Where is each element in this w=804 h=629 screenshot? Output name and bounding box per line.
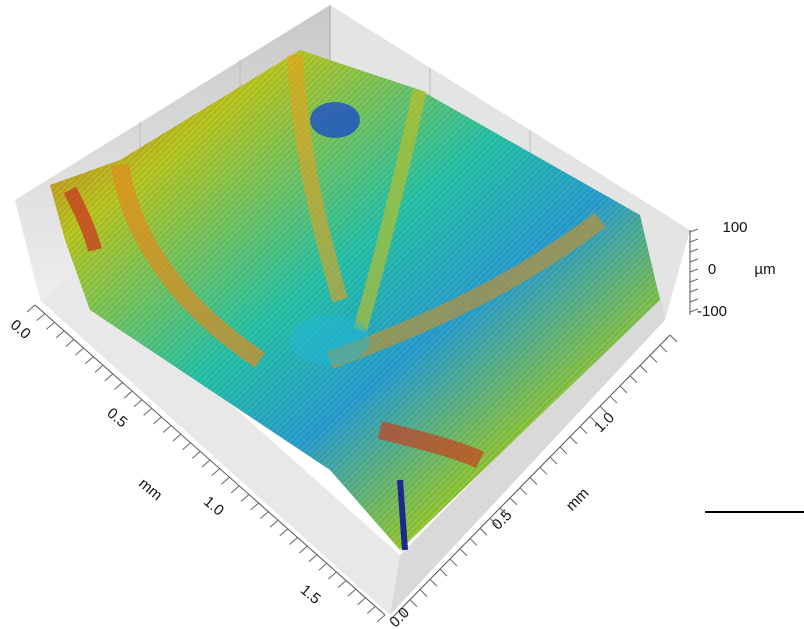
tick-mark xyxy=(65,339,75,347)
tick-mark xyxy=(689,258,699,263)
tick-mark xyxy=(459,548,468,557)
tick-mark xyxy=(318,562,327,571)
x-tick-label: 1.5 xyxy=(297,581,324,607)
tick-mark xyxy=(439,568,448,577)
tick-mark xyxy=(689,298,699,303)
ridge xyxy=(377,421,485,469)
tick-mark xyxy=(499,507,508,516)
x-tick-label: 0.0 xyxy=(7,316,34,342)
tick-mark xyxy=(328,571,337,580)
x-tick-label: 0.5 xyxy=(104,405,131,431)
tick-mark xyxy=(162,425,172,433)
tick-mark xyxy=(449,558,458,567)
tick-mark xyxy=(689,278,699,283)
tick-mark xyxy=(469,538,478,546)
tick-mark xyxy=(36,313,46,321)
tick-mark xyxy=(689,228,699,233)
tick-mark xyxy=(366,606,376,614)
tick-mark xyxy=(599,405,608,414)
tick-mark xyxy=(55,330,65,339)
tick-mark xyxy=(569,436,578,445)
tick-mark xyxy=(549,456,558,465)
tick-mark xyxy=(639,365,648,373)
tick-mark xyxy=(399,609,408,618)
tick-mark xyxy=(629,375,638,384)
tick-mark xyxy=(689,238,699,243)
tick-mark xyxy=(298,545,308,554)
z-tick-label: 0 xyxy=(708,261,716,278)
z-axis-unit: µm xyxy=(754,261,775,278)
tick-mark xyxy=(85,356,94,365)
valley xyxy=(310,102,360,138)
tick-mark xyxy=(589,416,598,424)
ridge xyxy=(353,88,427,332)
tick-mark xyxy=(289,537,298,545)
tick-mark xyxy=(250,502,259,511)
tick-mark xyxy=(240,494,250,502)
tick-mark xyxy=(308,554,318,563)
tick-mark xyxy=(94,364,104,373)
tick-mark xyxy=(376,614,386,623)
tick-mark xyxy=(419,589,428,597)
x-axis-unit: mm xyxy=(135,475,165,504)
tick-mark xyxy=(689,288,699,293)
tick-mark xyxy=(172,433,182,442)
ridge xyxy=(63,186,102,252)
tick-mark xyxy=(211,468,221,476)
tick-mark xyxy=(389,619,398,628)
tick-mark xyxy=(123,390,133,399)
tick-mark xyxy=(649,355,658,363)
tick-mark xyxy=(357,597,366,606)
tick-mark xyxy=(539,466,548,475)
tick-mark xyxy=(669,334,678,343)
ridge xyxy=(287,54,348,303)
tick-mark xyxy=(559,446,568,455)
tick-mark xyxy=(153,416,162,425)
tick-mark xyxy=(429,578,438,587)
z-tick-label: -100 xyxy=(697,303,727,320)
tick-mark xyxy=(689,308,699,313)
tick-mark xyxy=(479,528,488,536)
tick-mark xyxy=(489,517,498,526)
tick-mark xyxy=(347,588,357,597)
tick-mark xyxy=(75,347,84,356)
tick-mark xyxy=(133,399,143,408)
tick-mark xyxy=(104,373,114,382)
tick-mark xyxy=(619,385,628,394)
tick-mark xyxy=(337,580,347,588)
x-tick-label: 1.0 xyxy=(200,493,227,519)
tick-mark xyxy=(689,268,699,273)
tick-mark xyxy=(260,511,269,520)
tick-mark xyxy=(689,248,699,253)
tick-mark xyxy=(609,395,618,404)
tick-mark xyxy=(201,459,211,468)
tick-mark xyxy=(191,451,201,459)
tick-mark xyxy=(143,407,152,416)
z-tick-label: 100 xyxy=(722,219,747,236)
tick-mark xyxy=(26,304,36,313)
ridge xyxy=(111,163,265,368)
tick-mark xyxy=(579,426,588,434)
y-axis-unit: mm xyxy=(563,485,593,515)
tick-mark xyxy=(46,321,55,330)
front-wall xyxy=(390,290,665,615)
front-wall xyxy=(40,270,400,615)
tick-mark xyxy=(519,487,528,496)
valley xyxy=(397,479,408,551)
surface-texture xyxy=(50,50,660,550)
valley xyxy=(290,315,370,365)
tick-mark xyxy=(230,485,240,494)
y-tick-label: 1.0 xyxy=(591,409,618,436)
tick-mark xyxy=(114,382,123,390)
tick-mark xyxy=(279,528,289,537)
tick-mark xyxy=(409,599,418,607)
tick-mark xyxy=(182,442,191,451)
ridge xyxy=(326,212,606,369)
tick-mark xyxy=(529,477,538,485)
tick-mark xyxy=(659,344,668,353)
tick-mark xyxy=(269,519,279,528)
tick-mark xyxy=(509,497,518,506)
tick-mark xyxy=(221,476,230,485)
